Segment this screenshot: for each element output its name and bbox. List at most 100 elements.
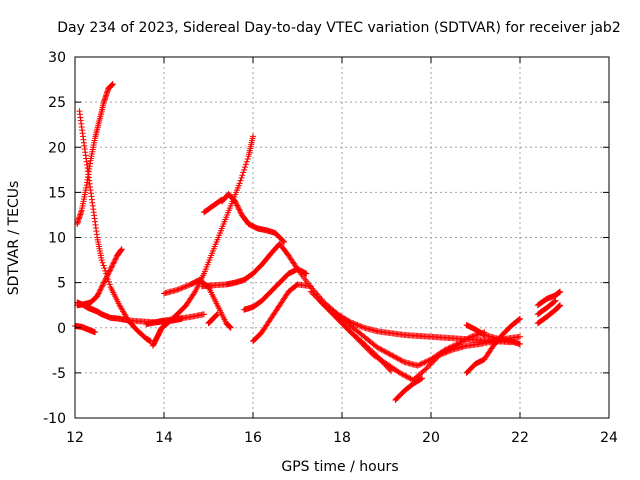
data-point-marker: [431, 357, 438, 364]
data-point-marker: [100, 279, 107, 286]
data-point-marker: [430, 358, 437, 365]
data-point-marker: [102, 275, 109, 282]
data-point-marker: [443, 349, 450, 356]
data-point-marker: [232, 198, 239, 205]
data-point-marker: [106, 268, 113, 275]
data-point-marker: [320, 301, 327, 308]
data-point-marker: [383, 349, 390, 356]
data-point-marker: [319, 300, 326, 307]
data-point-marker: [232, 199, 239, 206]
series-s11: [218, 191, 288, 246]
data-point-marker: [105, 270, 112, 277]
data-point-marker: [457, 339, 464, 346]
data-point-marker: [100, 280, 107, 287]
data-point-marker: [428, 359, 435, 366]
y-tick-label: 20: [48, 140, 66, 156]
data-point-marker: [112, 255, 119, 262]
data-point-marker: [347, 328, 354, 335]
series-s5: [72, 322, 99, 336]
data-point-marker: [418, 360, 425, 367]
data-point-marker: [322, 303, 329, 310]
data-point-marker: [517, 333, 523, 340]
data-point-marker: [106, 281, 113, 288]
data-point-marker: [440, 350, 447, 357]
y-tick-labels: -10 -5 0 5 10 15 20 25 30: [43, 50, 66, 427]
data-point-marker: [399, 358, 406, 365]
data-point-marker: [97, 286, 104, 293]
data-point-marker: [96, 287, 103, 294]
data-point-marker: [415, 362, 422, 369]
data-point-marker: [239, 172, 246, 179]
data-point-marker: [417, 361, 424, 368]
y-tick-label: 5: [57, 276, 66, 292]
data-point-marker: [183, 283, 190, 290]
series-s13: [241, 266, 310, 313]
y-tick-label: -10: [43, 411, 66, 427]
data-point-marker: [99, 259, 106, 266]
data-point-marker: [348, 330, 355, 337]
data-point-marker: [96, 289, 103, 296]
data-point-marker: [390, 353, 397, 360]
data-point-marker: [335, 316, 342, 323]
grid-lines: [75, 57, 609, 418]
data-point-marker: [381, 348, 388, 355]
data-point-marker: [326, 307, 333, 314]
data-point-marker: [217, 197, 224, 204]
data-point-marker: [331, 312, 338, 319]
data-point-marker: [340, 322, 347, 329]
data-point-marker: [400, 372, 407, 379]
data-point-marker: [177, 285, 184, 292]
data-point-marker: [344, 326, 351, 333]
data-point-marker: [109, 262, 116, 269]
data-point-marker: [281, 239, 288, 246]
data-point-marker: [423, 365, 430, 372]
data-point-marker: [444, 348, 451, 355]
data-point-marker: [214, 311, 221, 318]
data-point-marker: [342, 323, 349, 330]
data-point-marker: [244, 155, 251, 162]
data-point-marker: [234, 202, 241, 209]
series-s10: [198, 240, 515, 346]
data-point-marker: [386, 351, 393, 358]
data-point-marker: [330, 311, 337, 318]
data-point-marker: [98, 257, 105, 264]
data-point-marker: [465, 335, 472, 342]
chart-title: Day 234 of 2023, Sidereal Day-to-day VTE…: [57, 20, 620, 36]
y-axis-label: SDTVAR / TECUs: [6, 181, 22, 296]
data-point-marker: [236, 180, 243, 187]
data-point-marker: [379, 347, 386, 354]
data-point-marker: [402, 372, 409, 379]
data-point-marker: [363, 345, 370, 352]
data-point-marker: [307, 283, 314, 290]
data-point-marker: [313, 294, 320, 301]
x-tick-label: 16: [244, 430, 262, 446]
y-tick-label: -5: [52, 366, 66, 382]
data-point-marker: [237, 177, 244, 184]
data-point-marker: [238, 174, 245, 181]
data-point-marker: [241, 166, 248, 173]
data-point-marker: [351, 320, 358, 327]
data-point-marker: [414, 362, 421, 369]
data-point-marker: [111, 257, 118, 264]
data-point-marker: [358, 323, 365, 330]
data-point-marker: [460, 338, 467, 345]
series-s2: [74, 81, 116, 227]
data-point-marker: [98, 285, 105, 292]
x-tick-label: 22: [511, 430, 529, 446]
data-point-marker: [517, 315, 523, 322]
data-point-marker: [175, 286, 182, 293]
data-point-marker: [418, 375, 425, 382]
y-tick-label: 30: [48, 50, 66, 66]
data-point-marker: [398, 357, 405, 364]
data-point-marker: [517, 340, 523, 347]
data-point-marker: [403, 373, 410, 380]
data-point-marker: [406, 374, 413, 381]
data-point-marker: [359, 340, 366, 347]
data-point-marker: [551, 298, 558, 305]
series-s4: [74, 246, 125, 309]
data-point-marker: [419, 360, 426, 367]
series-s17: [316, 297, 523, 384]
data-point-marker: [557, 302, 564, 309]
data-point-marker: [101, 265, 108, 272]
